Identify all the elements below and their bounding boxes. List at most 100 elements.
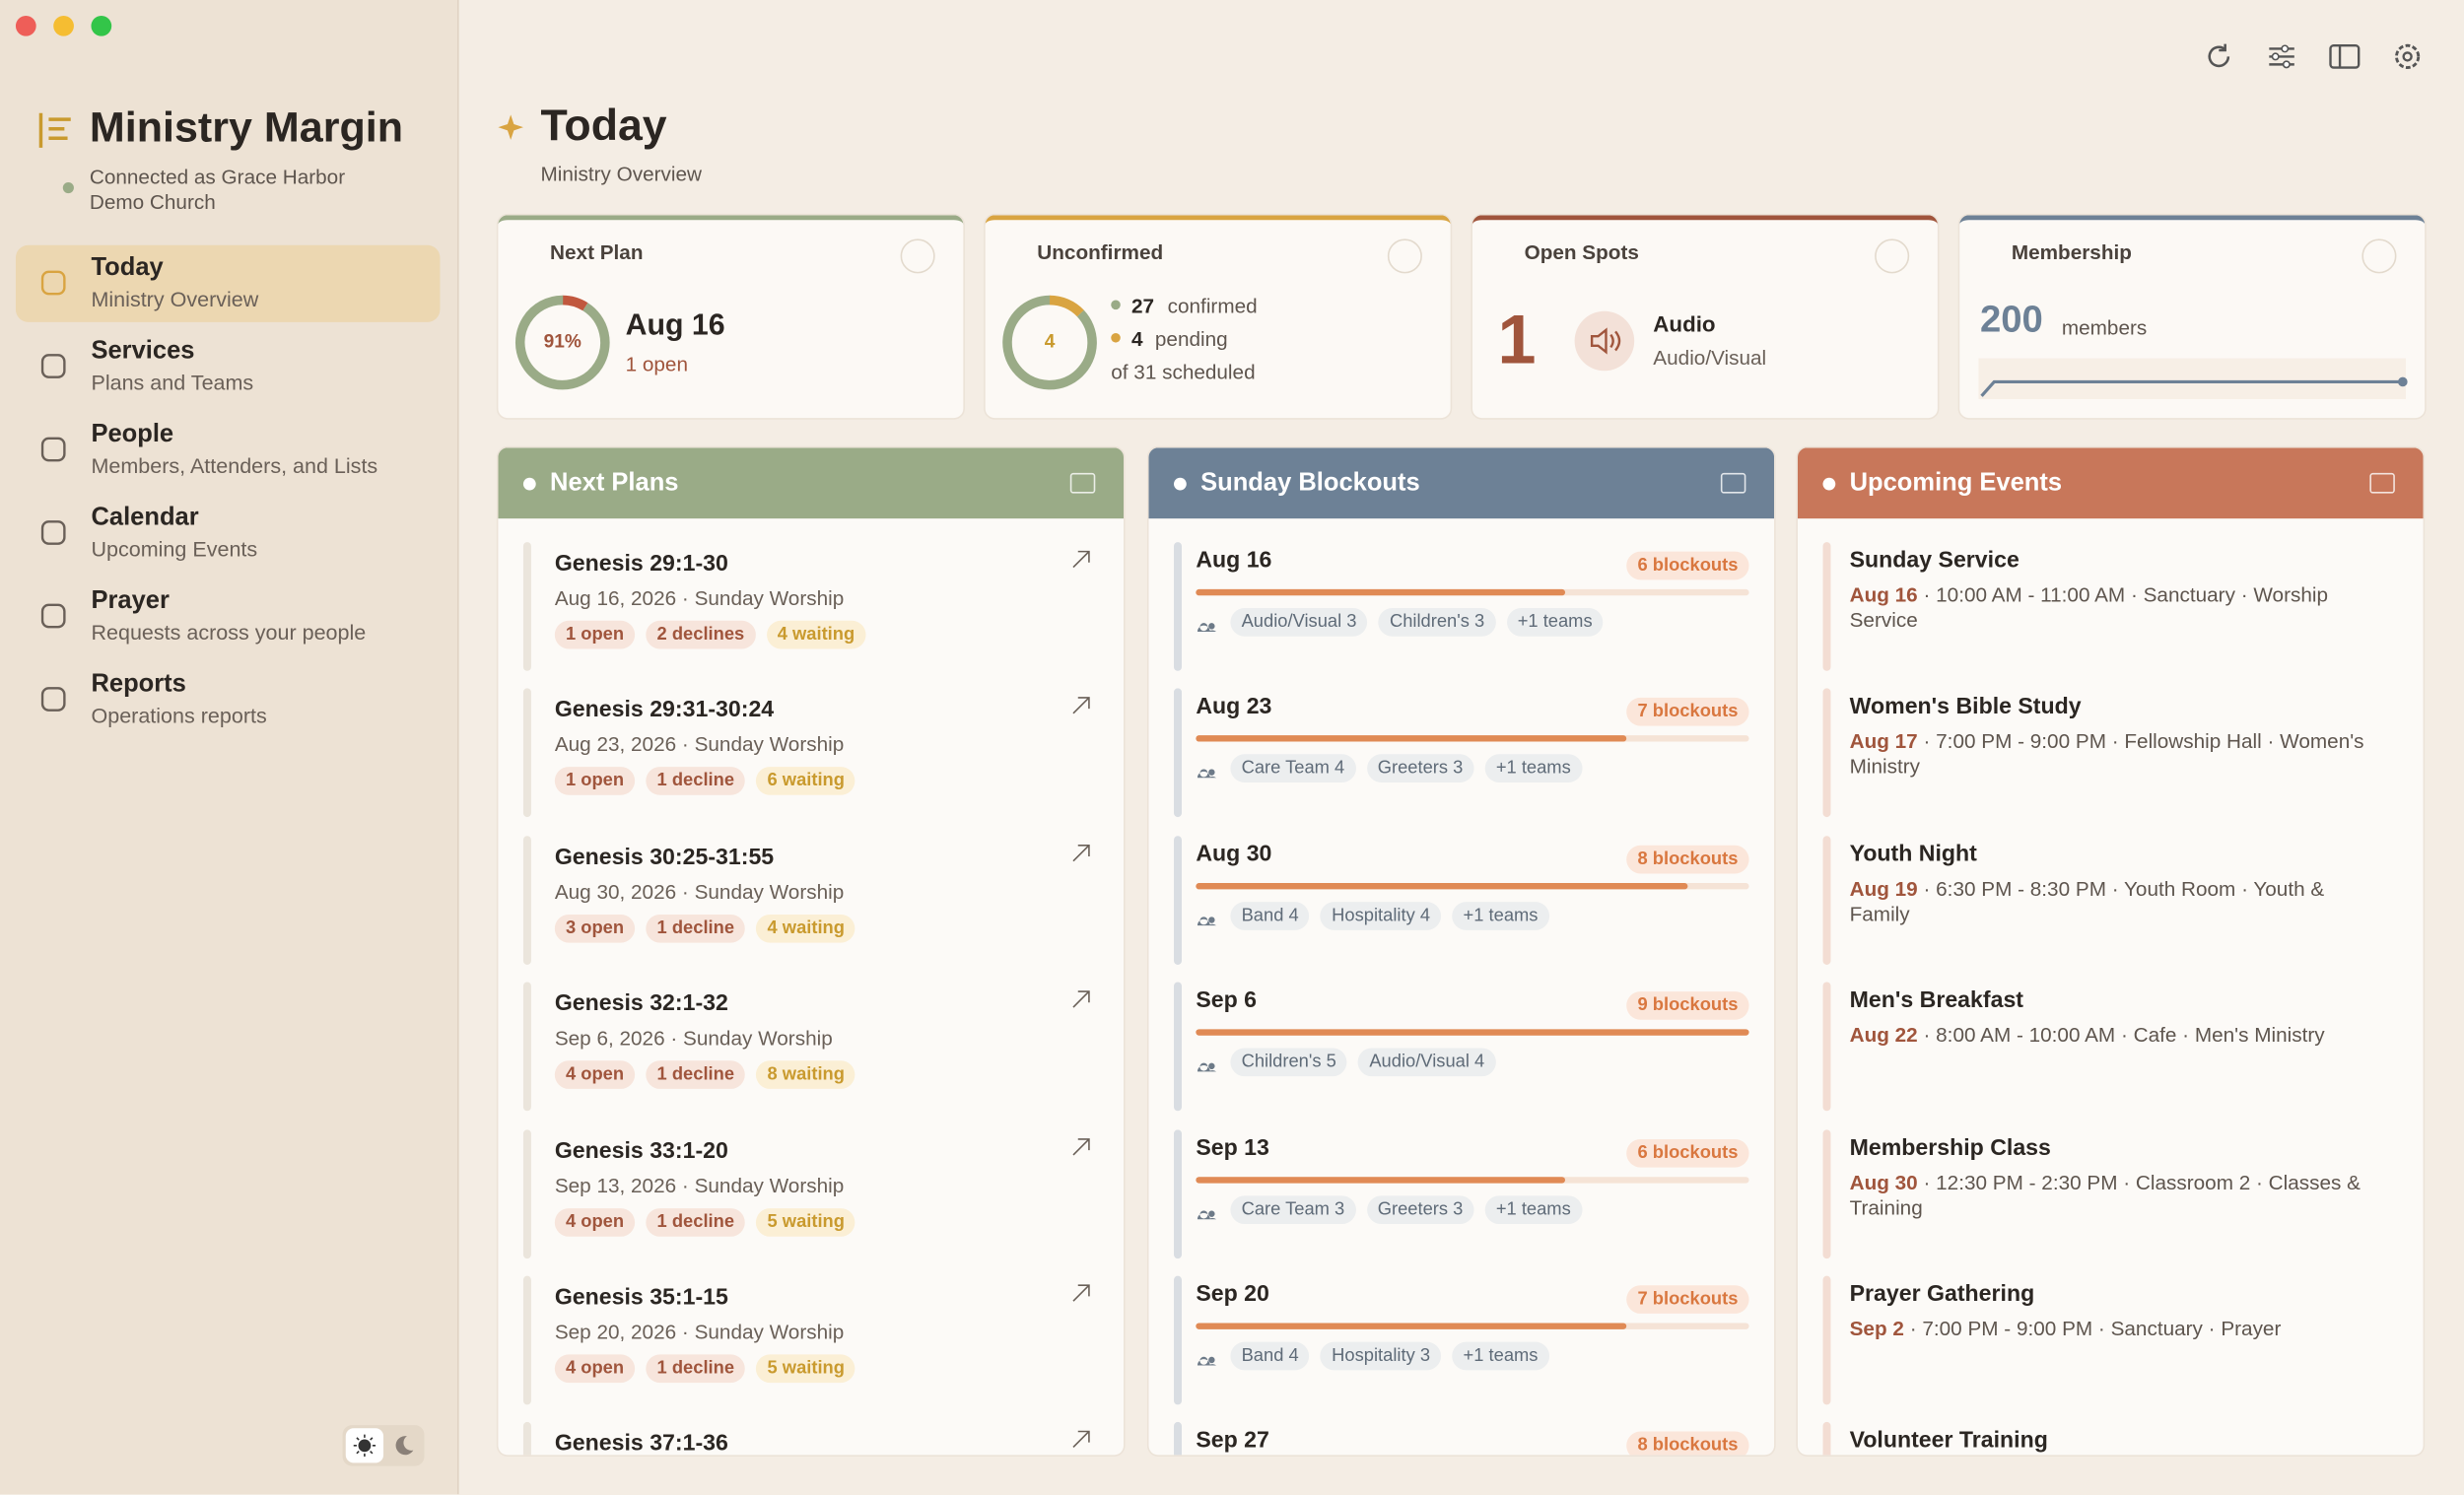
status-tag: 5 waiting (756, 1354, 856, 1384)
nav-label: Today (91, 254, 164, 282)
event-date: Aug 17 (1849, 729, 1918, 754)
plan-item[interactable]: Genesis 29:1-30 Aug 16, 2026 · Sunday Wor… (522, 542, 1099, 671)
nav-icon (40, 687, 66, 712)
card-options[interactable] (900, 238, 935, 274)
arrow (1072, 990, 1090, 1008)
blockout-date: Aug 23 (1196, 695, 1272, 720)
event-title: Membership Class (1849, 1135, 2051, 1161)
arrow (1072, 550, 1090, 569)
card-options[interactable] (2361, 238, 2397, 274)
audio-icon (1574, 310, 1635, 372)
nav-icon-shape (40, 520, 66, 545)
status-tag: 1 decline (646, 1207, 746, 1237)
filter-button[interactable] (2269, 44, 2294, 69)
settings-button[interactable] (2395, 43, 2421, 69)
plan-title: Genesis 29:31-30:24 (554, 698, 775, 724)
open-link[interactable] (1070, 1282, 1092, 1304)
nav-item[interactable]: Calendar Upcoming Events (16, 495, 440, 572)
item-bar (1822, 982, 1831, 1112)
event-item[interactable]: Volunteer Training (1822, 1422, 2399, 1456)
event-item[interactable]: Men's Breakfast Aug 22 · 8:00 AM - 10:00 … (1822, 982, 2399, 1112)
event-line: Aug 30 · 12:30 PM - 2:30 PM · Classroom … (1850, 1170, 2384, 1220)
team-chips: Audio/Visual 3 Children's 3 +1 teams (1230, 608, 1604, 637)
page-subtitle: Ministry Overview (540, 162, 703, 186)
nav-item[interactable]: People Members, Attenders, and Lists (16, 412, 440, 489)
team-chip: +1 teams (1506, 608, 1604, 637)
plan-item[interactable]: Genesis 37:1-36 (522, 1422, 1099, 1456)
team-chip: Hospitality 3 (1321, 1341, 1442, 1371)
open-spots-count: 1 (1497, 302, 1537, 379)
blockout-date: Aug 30 (1196, 842, 1272, 867)
plan-item[interactable]: Genesis 33:1-20 Sep 13, 2026 · Sunday Wor… (522, 1128, 1099, 1258)
item-bar (522, 835, 531, 965)
item-bar (522, 1422, 531, 1456)
ring-arc (1002, 295, 1097, 390)
membership-count: 200 (1979, 298, 2043, 341)
blockout-item: Aug 23 7 blockouts Care Team 4 Greeters 3 +1… (1174, 688, 1749, 818)
panel-button[interactable] (1069, 472, 1096, 494)
nav-subtitle: Operations reports (91, 704, 267, 728)
zoom-button[interactable] (91, 15, 112, 36)
pending-dot (1111, 333, 1121, 343)
event-item[interactable]: Membership Class Aug 30 · 12:30 PM - 2:30… (1822, 1128, 2399, 1258)
plan-item[interactable]: Genesis 29:31-30:24 Aug 23, 2026 · Sunday… (522, 688, 1099, 818)
nav-label: Reports (91, 670, 186, 698)
open-link[interactable] (1070, 842, 1092, 863)
open-link[interactable] (1070, 1135, 1092, 1157)
event-item[interactable]: Sunday Service Aug 16 · 10:00 AM - 11:00 … (1822, 542, 2399, 671)
panel-button[interactable] (1720, 472, 1746, 494)
event-item[interactable]: Prayer Gathering Sep 2 · 7:00 PM - 9:00 P… (1822, 1275, 2399, 1405)
panel-button[interactable] (2369, 472, 2395, 494)
open-link[interactable] (1070, 548, 1092, 570)
plan-item[interactable]: Genesis 35:1-15 Sep 20, 2026 · Sunday Wor… (522, 1275, 1099, 1405)
team-chip: Greeters 3 (1366, 1194, 1474, 1224)
blockout-item: Sep 6 9 blockouts Children's 5 Audio/Visual… (1174, 982, 1749, 1112)
open-link[interactable] (1070, 1429, 1092, 1451)
event-title: Youth Night (1849, 842, 1977, 867)
light-mode-button[interactable] (345, 1428, 384, 1463)
item-bar (1174, 1422, 1182, 1456)
sidebar-button[interactable] (2329, 44, 2361, 69)
plan-item[interactable]: Genesis 32:1-32 Sep 6, 2026 · Sunday Wors… (522, 982, 1099, 1112)
team-icon (1197, 623, 1217, 632)
minimize-button[interactable] (53, 15, 74, 36)
card-title: Membership (2011, 239, 2132, 264)
next-plan-card[interactable]: Next Plan 91% Aug 16 1 open (498, 215, 964, 419)
event-item[interactable]: Youth Night Aug 19 · 6:30 PM - 8:30 PM · … (1822, 835, 2399, 965)
nav-item[interactable]: Prayer Requests across your people (16, 578, 440, 655)
close-button[interactable] (15, 15, 36, 36)
dark-mode-button[interactable] (386, 1428, 421, 1462)
blockout-track (1196, 735, 1749, 743)
item-bar (1174, 1128, 1182, 1258)
nav-icon (40, 354, 66, 378)
nav-item[interactable]: Services Plans and Teams (16, 328, 440, 405)
item-bar (1174, 688, 1182, 818)
unconfirmed-card[interactable]: Unconfirmed 4 27 confirmed 4 pending of … (985, 215, 1451, 419)
refresh-button[interactable] (2208, 43, 2230, 68)
event-item[interactable]: Women's Bible Study Aug 17 · 7:00 PM - 9:… (1822, 688, 2399, 818)
open-link[interactable] (1070, 988, 1092, 1010)
status-tag: 2 declines (646, 620, 756, 649)
plan-title: Genesis 29:1-30 (554, 551, 728, 578)
plan-item[interactable]: Genesis 30:25-31:55 Aug 30, 2026 · Sunday… (522, 835, 1099, 965)
nav-item[interactable]: Reports Operations reports (16, 661, 440, 738)
status-tag: 1 decline (646, 767, 746, 796)
open-link[interactable] (1070, 695, 1092, 716)
item-bar (1822, 1128, 1831, 1258)
panel-title: Next Plans (550, 469, 679, 497)
team-icon (1197, 770, 1217, 779)
event-detail: · 12:30 PM - 2:30 PM · Classroom 2 · Cla… (1849, 1170, 2361, 1219)
card-options[interactable] (1875, 238, 1910, 274)
open-spots-card[interactable]: Open Spots 1 Audio Audio/Visual (1472, 215, 1938, 419)
event-line: Aug 19 · 6:30 PM - 8:30 PM · Youth Room … (1850, 876, 2384, 926)
membership-card[interactable]: Membership 200 members (1959, 215, 2426, 419)
sidebar: Ministry Margin Connected as Grace Harbo… (0, 0, 459, 1495)
app-icon (38, 112, 71, 148)
nav-item[interactable]: Today Ministry Overview (15, 244, 441, 322)
card-title: Next Plan (550, 239, 644, 264)
arrow (1072, 844, 1090, 861)
team-icon-shape (1197, 1062, 1217, 1072)
nav-icon (40, 603, 66, 629)
card-options[interactable] (1387, 238, 1422, 274)
status-tag: 3 open (554, 914, 636, 943)
